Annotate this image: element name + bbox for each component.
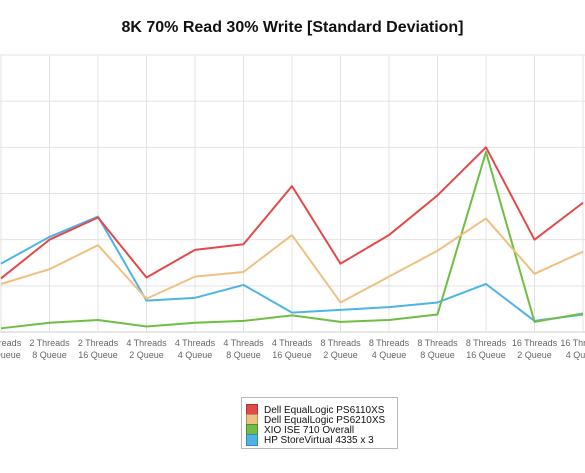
series-line-1 — [0, 217, 584, 304]
legend-label-ps6110xs: Dell EqualLogic PS6110XS — [264, 404, 385, 416]
x-tick-label: 8 Threads — [466, 338, 507, 348]
x-tick-label: 8 Threads — [320, 338, 361, 348]
x-tick-labels: 1 Threads 16 Queue 2 Threads 8 Queue 2 Threa… — [0, 338, 585, 360]
legend-label-ps6210xs: Dell EqualLogic PS6210XS — [264, 414, 386, 426]
legend-label-hp-storevirtual: HP StoreVirtual 4335 x 3 — [264, 434, 374, 446]
legend-item-hp-storevirtual: HP StoreVirtual 4335 x 3 — [242, 434, 374, 446]
x-tick-label: 1 Threads — [0, 338, 22, 348]
x-tick-label: 8 Threads — [369, 338, 410, 348]
legend-swatch-hp-storevirtual — [246, 434, 258, 446]
x-tick-label: 8 Queue — [226, 350, 261, 360]
x-tick-label: 16 Queue — [0, 350, 21, 360]
series-lines — [0, 146, 584, 330]
x-tick-label: 2 Queue — [323, 350, 358, 360]
x-tick-label: 2 Threads — [78, 338, 119, 348]
x-tick-label: 4 Queue — [178, 350, 213, 360]
x-tick-label: 4 Threads — [126, 338, 167, 348]
x-tick-label: 8 Threads — [417, 338, 458, 348]
x-tick-label: 8 Queue — [420, 350, 455, 360]
series-line-2 — [0, 150, 584, 330]
x-tick-label: 4 Threads — [272, 338, 313, 348]
x-tick-label: 4 Queue — [372, 350, 407, 360]
x-tick-label: 2 Queue — [129, 350, 164, 360]
x-tick-label: 16 Threads — [560, 338, 585, 348]
x-tick-label: 16 Queue — [272, 350, 312, 360]
chart-title: 8K 70% Read 30% Write [Standard Deviatio… — [121, 19, 464, 36]
x-tick-label: 16 Queue — [78, 350, 118, 360]
x-tick-label: 4 Threads — [223, 338, 264, 348]
x-tick-label: 8 Queue — [32, 350, 67, 360]
legend-label-xio-ise-710: XIO ISE 710 Overall — [264, 424, 355, 436]
x-tick-label: 16 Queue — [466, 350, 506, 360]
series-line-0 — [0, 146, 584, 280]
x-tick-label: 2 Threads — [29, 338, 70, 348]
x-tick-label: 2 Queue — [517, 350, 552, 360]
x-tick-label: 4 Threads — [175, 338, 216, 348]
x-tick-label: 16 Threads — [512, 338, 558, 348]
legend: Dell EqualLogic PS6110XS Dell EqualLogic… — [241, 397, 398, 449]
grid-lines — [0, 54, 585, 333]
x-tick-label: 4 Queue — [566, 350, 585, 360]
